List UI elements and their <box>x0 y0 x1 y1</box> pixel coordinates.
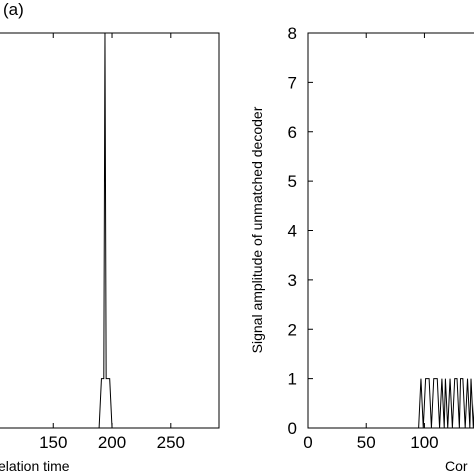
left-x-tick-label: 200 <box>98 433 126 452</box>
right-y-tick-label: 2 <box>288 320 297 339</box>
left-x-axis-label: elation time <box>0 458 70 474</box>
panel-tag: (a) <box>3 0 24 19</box>
right-series-group <box>308 378 474 429</box>
right-x-tick-label: 100 <box>410 433 438 452</box>
left-x-axis: 150 200 250 <box>39 33 185 452</box>
left-x-tick-label: 150 <box>39 433 67 452</box>
right-y-tick-label: 7 <box>288 73 297 92</box>
right-x-tick-label: 50 <box>357 433 376 452</box>
left-x-tick-label: 250 <box>157 433 185 452</box>
right-y-tick-label: 1 <box>288 370 297 389</box>
right-y-axis-label: Signal amplitude of unmatched decoder <box>249 106 265 353</box>
right-y-tick-label: 4 <box>288 222 297 241</box>
right-x-axis-label: Cor <box>445 458 468 474</box>
left-plot-frame <box>0 32 220 429</box>
right-y-tick-label: 5 <box>288 172 297 191</box>
right-plot-frame <box>307 32 474 429</box>
left-series-group <box>53 32 219 429</box>
right-y-tick-label: 8 <box>288 24 297 43</box>
right-x-axis: 0 50 100 <box>303 33 439 452</box>
right-y-tick-label: 0 <box>288 419 297 438</box>
right-x-tick-label: 0 <box>303 433 312 452</box>
right-series-line <box>308 378 474 429</box>
right-y-tick-label: 3 <box>288 271 297 290</box>
right-y-tick-label: 6 <box>288 123 297 142</box>
left-series-line <box>53 32 219 429</box>
right-chart: 0 1 2 3 4 5 6 7 8 0 50 100 Signal amplitude of unm… <box>249 24 474 474</box>
left-chart: 150 200 250 elation time <box>0 32 220 474</box>
right-y-axis: 0 1 2 3 4 5 6 7 8 <box>288 24 313 438</box>
